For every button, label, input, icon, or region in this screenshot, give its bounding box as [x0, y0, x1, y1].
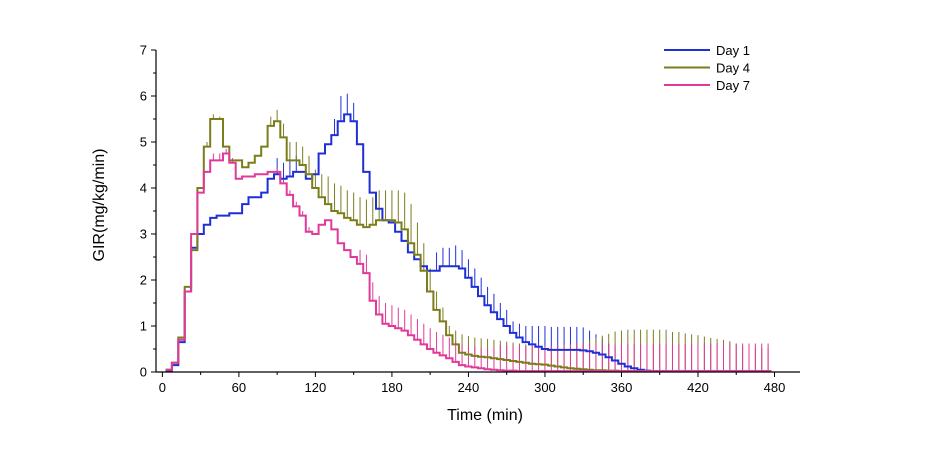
series-line-day-1	[165, 113, 772, 373]
x-tick-label: 120	[305, 380, 327, 395]
legend-label-day-4: Day 4	[716, 61, 750, 76]
x-tick-label: 60	[232, 380, 246, 395]
y-tick-label: 5	[140, 135, 147, 150]
series-line-day-4	[165, 118, 772, 373]
errorbars-layer	[206, 93, 769, 372]
legend-label-day-1: Day 1	[716, 43, 750, 58]
axes-layer: 0 1 2 3 4 5 6 7 0 60 120 180 240 300 360 420 480	[140, 43, 800, 395]
x-tick-label: 420	[687, 380, 709, 395]
y-tick-label: 2	[140, 273, 147, 288]
y-tick-label: 4	[140, 181, 147, 196]
x-axis-title: Time (min)	[447, 407, 523, 424]
series-layer	[165, 113, 772, 373]
y-tick-label: 3	[140, 227, 147, 242]
x-tick-label: 180	[381, 380, 403, 395]
y-tick-label: 0	[140, 365, 147, 380]
y-tick-label: 7	[140, 43, 147, 58]
x-tick-label: 300	[534, 380, 556, 395]
x-tick-label: 0	[159, 380, 166, 395]
x-tick-label: 240	[458, 380, 480, 395]
series-line-day-7	[165, 152, 772, 373]
x-tick-label: 480	[764, 380, 786, 395]
y-axis-title: GIR(mg/kg/min)	[91, 149, 108, 262]
x-tick-label: 360	[611, 380, 633, 395]
legend: Day 1 Day 4 Day 7	[664, 43, 750, 93]
legend-label-day-7: Day 7	[716, 78, 750, 93]
y-tick-label: 6	[140, 89, 147, 104]
y-tick-label: 1	[140, 319, 147, 334]
